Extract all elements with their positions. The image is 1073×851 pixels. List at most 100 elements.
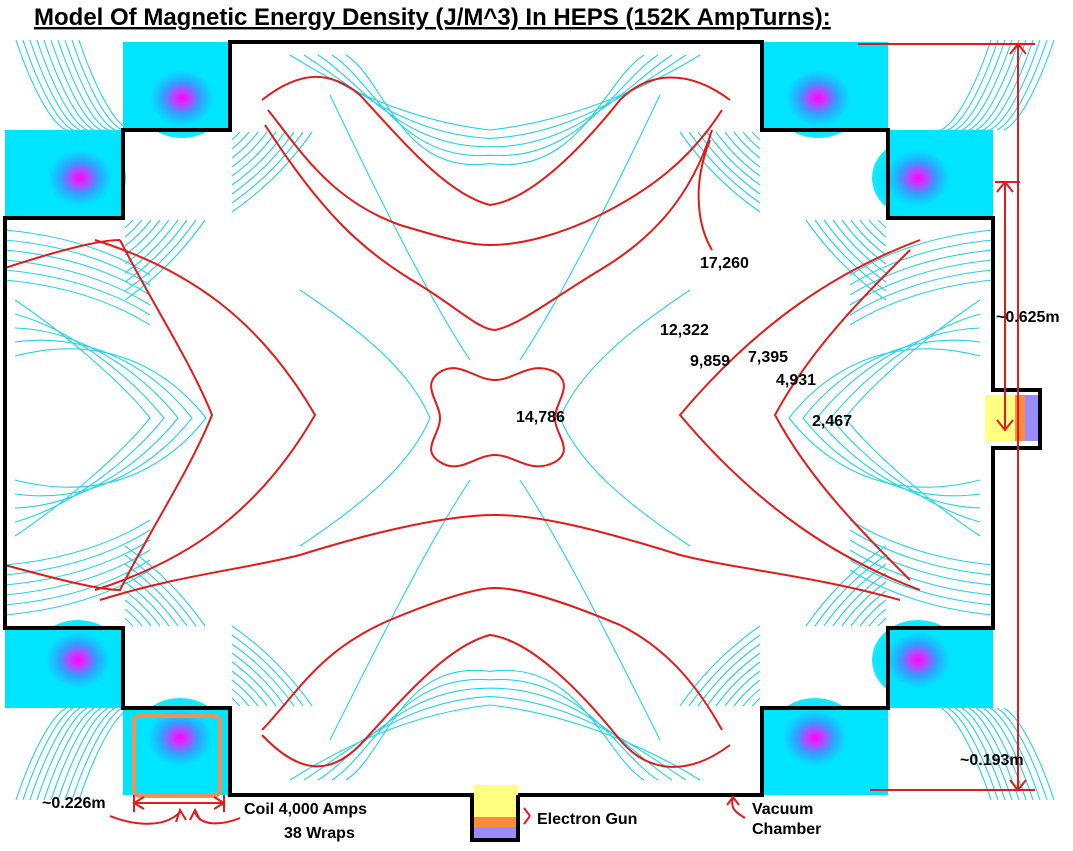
outer-field-line <box>71 39 123 131</box>
contour-top-2 <box>267 109 723 247</box>
field-line <box>289 704 701 781</box>
field-line <box>331 678 659 781</box>
coil-fringe-line <box>751 697 761 707</box>
coil-fringe-line <box>823 563 887 627</box>
field-line <box>844 299 981 537</box>
field-line <box>345 669 645 781</box>
coil-fringe-line <box>832 219 887 274</box>
coil-core <box>32 620 124 700</box>
coil-fringe-line <box>877 617 887 627</box>
vacuum-label-line1: Vacuum <box>752 801 813 818</box>
contour-bottom-3 <box>261 586 723 731</box>
coil-fringe-line <box>231 688 250 707</box>
contour-left-2 <box>94 239 317 591</box>
coil-fringe-line <box>124 219 206 301</box>
coil-fringe-line <box>124 617 134 627</box>
wall-field-line <box>849 529 994 576</box>
coil-fringe-line <box>231 670 268 707</box>
coil-fringe-line <box>231 131 268 168</box>
outer-field-line <box>954 39 1006 131</box>
wall-field-line <box>849 229 994 276</box>
outer-field-line <box>982 39 1034 131</box>
outer-field-line <box>1003 39 1055 131</box>
wall-field-line <box>4 269 151 316</box>
contour-right-2 <box>678 239 921 591</box>
wall-field-line <box>849 269 994 316</box>
contour-bottom-2 <box>99 513 901 601</box>
field-line <box>559 289 691 547</box>
field-line <box>345 54 645 166</box>
coil-fringe-line <box>124 590 161 627</box>
coil-fringe-line <box>124 219 188 283</box>
outer-field-line <box>22 707 74 801</box>
vacuum-label-line2: Chamber <box>752 821 821 838</box>
coil-fringe-line <box>688 634 761 707</box>
coil-fringe-line <box>124 219 179 274</box>
contour-top-inner <box>261 75 731 207</box>
outer-field-line <box>29 707 81 801</box>
contour-bottom-inner <box>261 633 731 768</box>
coil-fringe-line <box>805 219 887 301</box>
coil-fringe-line <box>124 219 170 265</box>
outer-field-line <box>78 39 130 131</box>
coil-fringe-line <box>733 131 761 159</box>
outer-field-line <box>78 707 130 801</box>
coil-core <box>772 58 864 138</box>
outer-field-line <box>996 39 1048 131</box>
coil-fringe-line <box>231 131 295 195</box>
wall-field-line <box>4 239 151 286</box>
wall-field-line <box>849 539 994 586</box>
field-line <box>14 299 151 537</box>
coil-fringe-line <box>841 581 887 627</box>
wall-field-line <box>849 239 994 286</box>
field-lines <box>4 39 1055 801</box>
coil-fringe-line <box>814 219 887 292</box>
outer-field-line <box>947 39 999 131</box>
coil-fringe-line <box>859 219 887 247</box>
label-12322: 12,322 <box>660 322 709 339</box>
coil-fringe-line <box>850 590 887 627</box>
coil-fringe-line <box>124 219 152 247</box>
coil-fringe-line <box>868 608 887 627</box>
contour-17260 <box>697 139 713 251</box>
wall-field-line <box>4 519 151 566</box>
dimension-markers <box>109 42 1035 825</box>
wall-field-line <box>849 549 994 596</box>
field-line <box>317 54 673 148</box>
coil-fringe-line <box>124 599 152 627</box>
contour-right-inner <box>773 249 911 581</box>
coil-fringe-line <box>724 131 761 168</box>
electron-gun-bottom <box>470 785 520 842</box>
outer-field-line <box>22 39 74 131</box>
coil-fringe-line <box>877 219 887 229</box>
coil-fringe-line <box>231 634 304 707</box>
contour-center <box>430 367 565 468</box>
coil-fringe-line <box>832 572 887 627</box>
wall-field-line <box>4 529 151 576</box>
outer-field-line <box>940 39 992 131</box>
coil-fringe-line <box>231 697 241 707</box>
field-line <box>830 313 981 523</box>
outer-field-line <box>961 39 1013 131</box>
coil-fringe-line <box>679 625 761 707</box>
coil-fringe-line <box>231 131 241 141</box>
coil-fringe-line <box>231 661 277 707</box>
electron-gun-label: Electron Gun <box>537 811 637 828</box>
wall-field-line <box>849 569 994 616</box>
wall-field-line <box>849 519 994 566</box>
field-line <box>14 327 179 509</box>
label-4931: 4,931 <box>776 372 816 389</box>
field-line <box>802 339 981 497</box>
coil-regions <box>5 42 993 795</box>
coil-fringe-line <box>697 131 761 195</box>
coil-fringe-line <box>231 131 286 186</box>
coil-fringe-line <box>124 563 188 627</box>
wall-field-line <box>849 559 994 606</box>
coil-fringe-line <box>231 131 313 213</box>
field-line <box>519 479 661 741</box>
coil-core <box>34 138 126 218</box>
wall-field-line <box>4 279 151 326</box>
coil-fringe-line <box>751 131 761 141</box>
outer-field-line <box>71 707 123 801</box>
